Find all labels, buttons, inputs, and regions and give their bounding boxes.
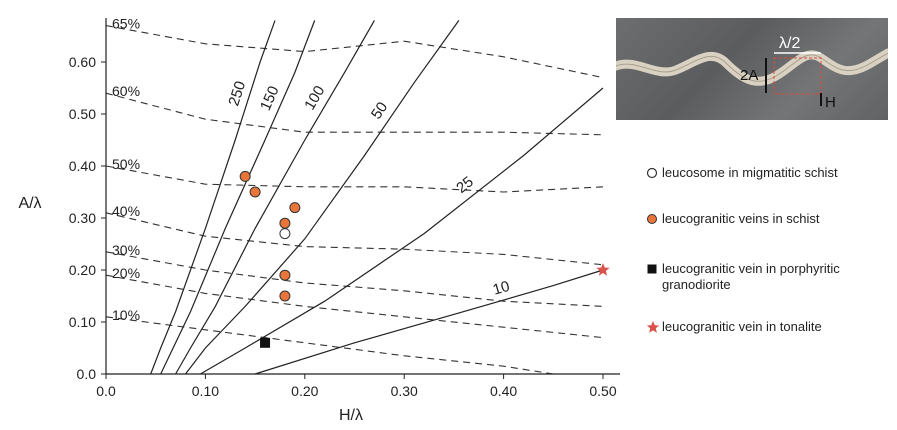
dashed-contour xyxy=(105,165,604,193)
star-icon xyxy=(646,321,660,333)
solid-contour-label: 25 xyxy=(453,173,477,197)
dashed-contour-label: 50% xyxy=(112,156,140,172)
wavelength-half-label: λ/2 xyxy=(779,35,800,52)
dashed-contour-label: 10% xyxy=(112,307,140,323)
legend-label: leucosome in migmatitic schist xyxy=(662,165,838,180)
dashed-contour-label: 60% xyxy=(112,83,140,99)
x-tick-label: 0.50 xyxy=(589,383,616,399)
dashed-contour xyxy=(105,92,604,136)
y-tick-label: 0.40 xyxy=(69,158,96,174)
y-tick-label: 0.20 xyxy=(69,262,96,278)
y-tick-label: 0.10 xyxy=(69,314,96,330)
open-circle-icon xyxy=(646,167,658,179)
dashed-contour xyxy=(105,25,604,79)
y-tick-label: 0.0 xyxy=(77,366,97,382)
legend-label: leucogranitic vein in porphyritic granod… xyxy=(662,261,840,292)
dashed-contour-label: 65% xyxy=(112,16,140,32)
data-point xyxy=(596,263,610,276)
dashed-contour xyxy=(105,274,604,339)
dashed-contour-label: 30% xyxy=(112,242,140,258)
amplitude-label: 2A xyxy=(740,67,758,84)
x-tick-label: 0.0 xyxy=(96,383,116,399)
data-point xyxy=(260,337,271,348)
data-point xyxy=(249,186,261,198)
solid-contour-label: 100 xyxy=(301,83,328,113)
data-point xyxy=(279,269,291,281)
dashed-contour-label: 40% xyxy=(112,203,140,219)
legend-label: leucogranitic vein in tonalite xyxy=(662,319,822,334)
x-tick-label: 0.20 xyxy=(291,383,318,399)
solid-contour xyxy=(160,20,316,375)
red-box xyxy=(773,57,822,95)
vein-photo-drawing: λ/2 2A H xyxy=(616,35,888,111)
solid-contour-label: 50 xyxy=(368,99,391,122)
solid-contour xyxy=(175,20,375,375)
dashed-contour xyxy=(105,251,604,307)
solid-contour xyxy=(254,269,604,375)
data-point xyxy=(239,170,251,182)
x-tick-label: 0.40 xyxy=(490,383,517,399)
legend-label: leucogranitic veins in schist xyxy=(662,211,820,226)
y-tick-label: 0.60 xyxy=(69,54,96,70)
y-tick-label: 0.30 xyxy=(69,210,96,226)
data-point xyxy=(279,217,291,229)
tick-labels: 0.0 0.10 0.20 0.30 0.40 0.50 0.0 0.10 0.20 0.30 0.… xyxy=(69,54,617,399)
solid-contour-label: 250 xyxy=(225,79,249,108)
vein-photo-inset: λ/2 2A H xyxy=(616,18,888,120)
data-points xyxy=(239,170,610,348)
solid-contours xyxy=(150,20,604,375)
x-tick-label: 0.10 xyxy=(192,383,219,399)
axes xyxy=(101,18,620,379)
dashed-contour xyxy=(105,316,554,375)
dashed-contour-label: 20% xyxy=(112,265,140,281)
data-point xyxy=(279,290,291,302)
solid-contour-label: 10 xyxy=(491,278,512,299)
solid-contour xyxy=(150,20,276,375)
x-axis-label: H/λ xyxy=(339,407,363,424)
dashed-contour xyxy=(105,212,604,266)
height-label: H xyxy=(825,94,836,111)
orange-circle-icon xyxy=(647,214,657,224)
y-tick-label: 0.50 xyxy=(69,106,96,122)
solid-contour xyxy=(185,20,460,375)
data-point xyxy=(279,228,291,240)
dashed-contours xyxy=(105,25,604,375)
data-point xyxy=(289,202,301,214)
black-square-icon xyxy=(647,264,657,274)
x-tick-label: 0.30 xyxy=(391,383,418,399)
y-axis-label: A/λ xyxy=(18,195,41,212)
solid-contour xyxy=(200,87,604,375)
